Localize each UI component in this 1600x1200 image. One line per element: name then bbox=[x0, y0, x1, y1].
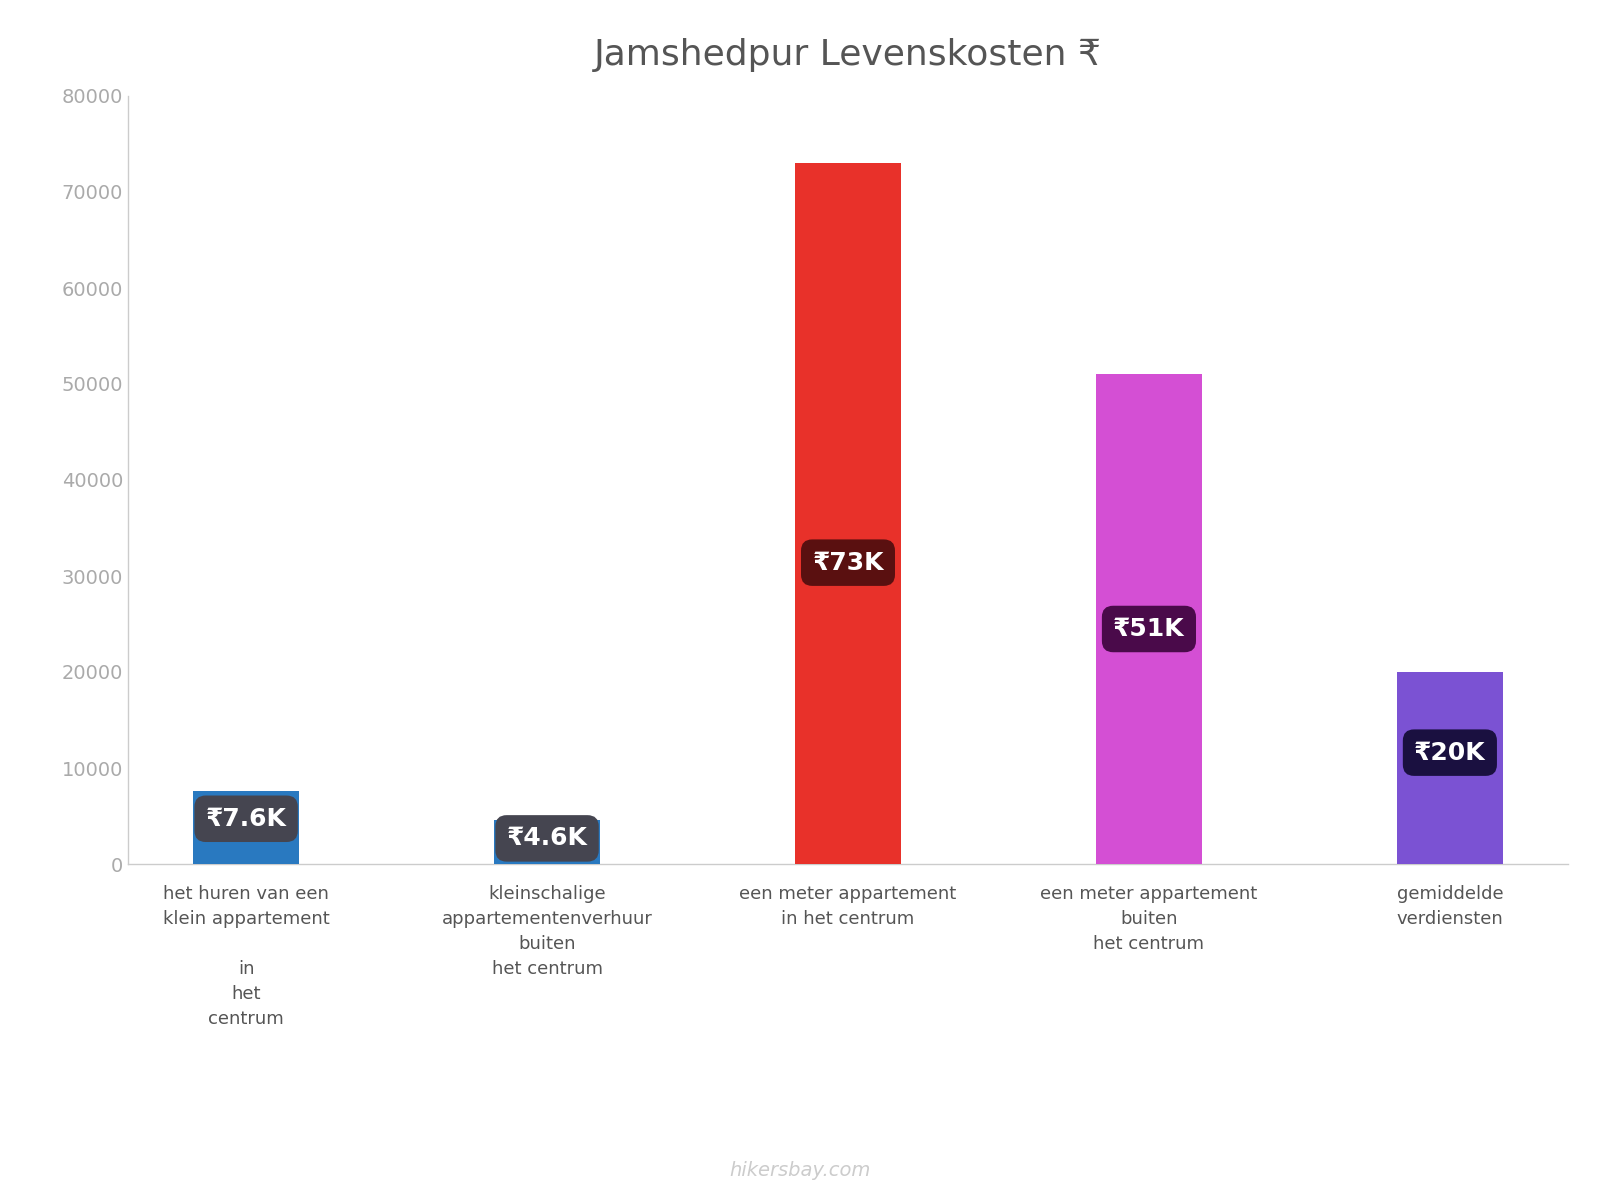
Text: ₹73K: ₹73K bbox=[813, 551, 883, 575]
Text: ₹4.6K: ₹4.6K bbox=[507, 827, 587, 851]
Bar bbox=[1096, 374, 1202, 864]
Bar bbox=[795, 163, 901, 864]
Text: hikersbay.com: hikersbay.com bbox=[730, 1160, 870, 1180]
Bar bbox=[494, 820, 600, 864]
Bar bbox=[194, 791, 299, 864]
Bar bbox=[1397, 672, 1502, 864]
Title: Jamshedpur Levenskosten ₹: Jamshedpur Levenskosten ₹ bbox=[594, 38, 1102, 72]
Text: ₹51K: ₹51K bbox=[1114, 617, 1184, 641]
Text: ₹20K: ₹20K bbox=[1414, 740, 1486, 764]
Text: ₹7.6K: ₹7.6K bbox=[206, 806, 286, 830]
